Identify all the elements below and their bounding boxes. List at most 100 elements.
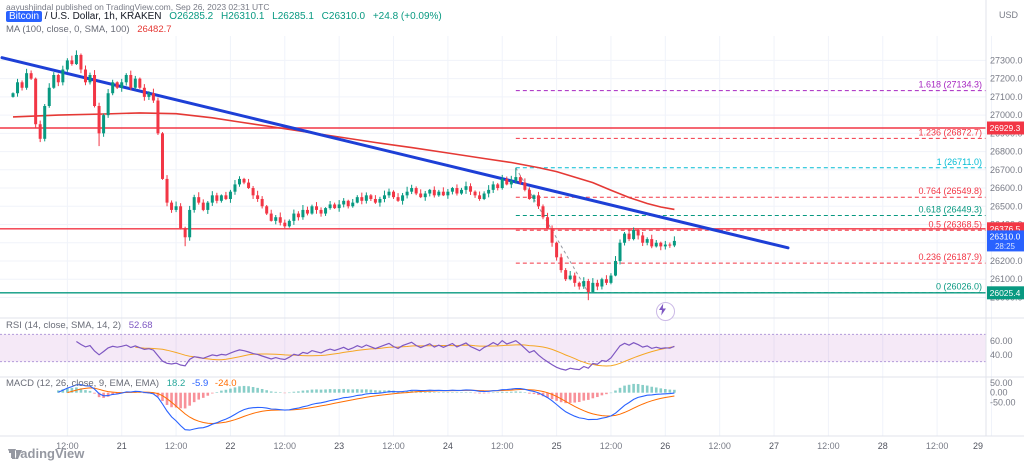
candle [396, 197, 400, 201]
macd-histogram-bar [274, 391, 278, 393]
macd-histogram-bar [614, 390, 617, 393]
macd-histogram-bar [559, 392, 563, 403]
macd-histogram-bar [573, 392, 577, 403]
candle [627, 233, 631, 240]
macd-histogram-bar [242, 385, 246, 393]
svg-text:12:00: 12:00 [708, 441, 731, 451]
candle [600, 279, 604, 287]
watermark-text: TradingView [8, 446, 85, 461]
macd-histogram-bar [220, 390, 223, 393]
candle [56, 74, 60, 83]
candle [469, 186, 473, 192]
svg-text:0.236 (26187.9): 0.236 (26187.9) [918, 252, 982, 262]
macd-histogram-bar [383, 390, 386, 393]
publish-text: aayushjindal published on TradingView.co… [6, 2, 270, 12]
svg-text:0.618 (26449.3): 0.618 (26449.3) [918, 205, 982, 215]
time-axis[interactable]: 12:00 21 12:00 22 12:00 23 12:00 24 12:00 25 12:00… [56, 441, 983, 451]
candle [645, 239, 649, 243]
price-tag [987, 121, 1024, 135]
candle [641, 235, 645, 243]
candle [83, 69, 87, 83]
svg-text:12:00: 12:00 [491, 441, 514, 451]
macd-histogram-bar [229, 388, 232, 393]
macd-histogram-bar [315, 389, 318, 393]
macd-histogram-bar [591, 392, 595, 399]
ma-label: MA (100, close, 0, SMA, 100) [6, 24, 130, 35]
candle [527, 189, 531, 199]
indicator-panes [0, 333, 986, 431]
svg-text:27100.0: 27100.0 [990, 92, 1023, 102]
macd-histogram-bar [636, 384, 640, 393]
macd-histogram-bar [528, 392, 531, 394]
ohlc-high: H26310.1 [221, 11, 265, 22]
macd-histogram-bar [93, 392, 96, 394]
macd-histogram-bar [260, 388, 264, 393]
candle [315, 206, 319, 210]
macd-histogram-bar [79, 388, 83, 393]
candle [586, 281, 590, 292]
macd-histogram-bar [346, 389, 350, 393]
macd-histogram-bar [618, 387, 622, 393]
candle [210, 195, 214, 203]
macd-histogram-bar [673, 389, 676, 393]
candle [260, 198, 264, 207]
candle [623, 233, 627, 243]
candle [183, 228, 187, 238]
macd-histogram-bar [568, 392, 572, 403]
symbol-details: / U.S. Dollar, 1h, KRAKEN [42, 11, 162, 22]
svg-text:29: 29 [973, 441, 983, 451]
macd-legend: MACD (12, 26, close, 9, EMA, EMA) 18.2 -… [6, 378, 237, 389]
candle [355, 197, 359, 203]
macd-histogram-bar [360, 389, 364, 393]
candle [206, 202, 210, 210]
candle [147, 93, 151, 97]
quick-trade-button[interactable] [656, 302, 675, 321]
macd-histogram-bar [550, 392, 554, 400]
ma-value: 26482.7 [137, 24, 172, 35]
svg-text:12:00: 12:00 [382, 441, 405, 451]
macd-histogram-bar [532, 392, 536, 395]
candle [115, 82, 119, 88]
candle [496, 184, 500, 189]
candle [369, 195, 373, 199]
price-axis[interactable]: 27300.027200.027100.027000.026900.026800… [987, 10, 1024, 407]
macd-histogram-bar [442, 392, 445, 394]
candle [672, 240, 676, 246]
macd-histogram-bar [233, 387, 237, 393]
svg-text:26929.3: 26929.3 [990, 123, 1021, 133]
candle [514, 177, 518, 181]
svg-text:12:00: 12:00 [926, 441, 949, 451]
candle [410, 188, 414, 192]
candle [324, 208, 328, 214]
macd-histogram-bar [514, 391, 518, 393]
tradingview-watermark[interactable]: TradingView [8, 446, 84, 461]
rsi-band [0, 334, 986, 362]
macd-histogram-bar [428, 391, 432, 393]
ohlc-open: O26285.2 [169, 11, 214, 22]
macd-histogram-bar [419, 391, 422, 393]
macd-histogram-bar [201, 392, 205, 398]
candle [201, 202, 205, 210]
macd-histogram-bar [324, 389, 327, 393]
candle [564, 270, 568, 280]
svg-text:26700.0: 26700.0 [990, 165, 1023, 175]
candles-layer [11, 50, 676, 301]
candle [197, 197, 201, 203]
candle [219, 195, 223, 201]
macd-histogram-bar [97, 392, 101, 398]
candle [450, 188, 454, 192]
candle [129, 74, 133, 88]
symbol-name[interactable]: Bitcoin [6, 11, 43, 22]
macd-histogram-bar [654, 387, 658, 393]
svg-text:12:00: 12:00 [56, 441, 79, 451]
rsi-label: RSI (14, close, SMA, 14, 2) [6, 320, 122, 331]
macd-histogram-bar [66, 388, 69, 393]
svg-text:1.236 (26872.7): 1.236 (26872.7) [918, 127, 982, 137]
candle [287, 220, 291, 227]
candle [478, 195, 482, 199]
candle [346, 200, 350, 207]
svg-text:25: 25 [552, 441, 562, 451]
macd-histogram-bar [247, 386, 250, 393]
